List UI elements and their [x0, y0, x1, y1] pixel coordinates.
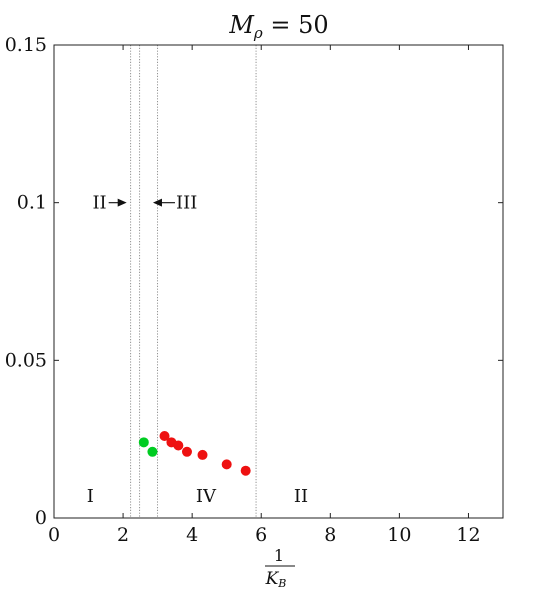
region-labels: I IV II — [87, 486, 308, 507]
chart-title: Mρ = 50 — [228, 11, 328, 42]
x-tick-label: 12 — [456, 524, 480, 546]
x-ticks: 0 2 4 6 8 10 12 — [48, 45, 481, 546]
data-point — [197, 449, 208, 460]
chart-title-sub: ρ — [253, 24, 263, 42]
region-label: II — [294, 486, 308, 507]
data-point — [221, 459, 232, 470]
data-point — [159, 431, 170, 442]
x-tick-label: 8 — [324, 524, 336, 546]
x-tick-label: 6 — [255, 524, 267, 546]
arrow-label: II — [92, 193, 106, 214]
y-tick-label: 0.1 — [17, 192, 47, 214]
arrow-annotation: II — [92, 193, 127, 214]
data-point — [181, 446, 192, 457]
x-axis-label-denominator-sub: B — [277, 577, 286, 590]
y-tick-label: 0 — [35, 507, 47, 529]
chart-title-rest: = 50 — [263, 11, 329, 39]
y-tick-label: 0.15 — [5, 34, 47, 56]
x-tick-label: 10 — [387, 524, 411, 546]
y-tick-label: 0.05 — [5, 349, 47, 371]
vertical-lines — [130, 45, 257, 518]
x-axis-label-numerator: 1 — [274, 546, 284, 565]
arrow-head — [117, 198, 127, 207]
arrow-annotation: III — [152, 193, 197, 214]
x-tick-label: 0 — [48, 524, 60, 546]
data-point — [240, 465, 251, 476]
x-tick-label: 4 — [186, 524, 198, 546]
data-point — [147, 446, 158, 457]
x-axis-label: 1 KB — [265, 546, 295, 590]
data-point — [173, 440, 184, 451]
plot-frame — [53, 44, 504, 519]
chart-title-base: M — [228, 11, 255, 39]
arrow-label: III — [176, 193, 197, 214]
arrow-annotations: II III — [92, 193, 197, 214]
data-point — [138, 437, 149, 448]
x-tick-label: 2 — [117, 524, 129, 546]
region-label: IV — [196, 486, 217, 507]
x-axis-label-denominator-base: K — [265, 569, 280, 589]
region-label: I — [87, 486, 94, 507]
x-axis-label-denominator: KB — [265, 569, 287, 590]
y-ticks: 0 0.05 0.1 0.15 — [5, 34, 503, 529]
data-points — [138, 431, 251, 476]
